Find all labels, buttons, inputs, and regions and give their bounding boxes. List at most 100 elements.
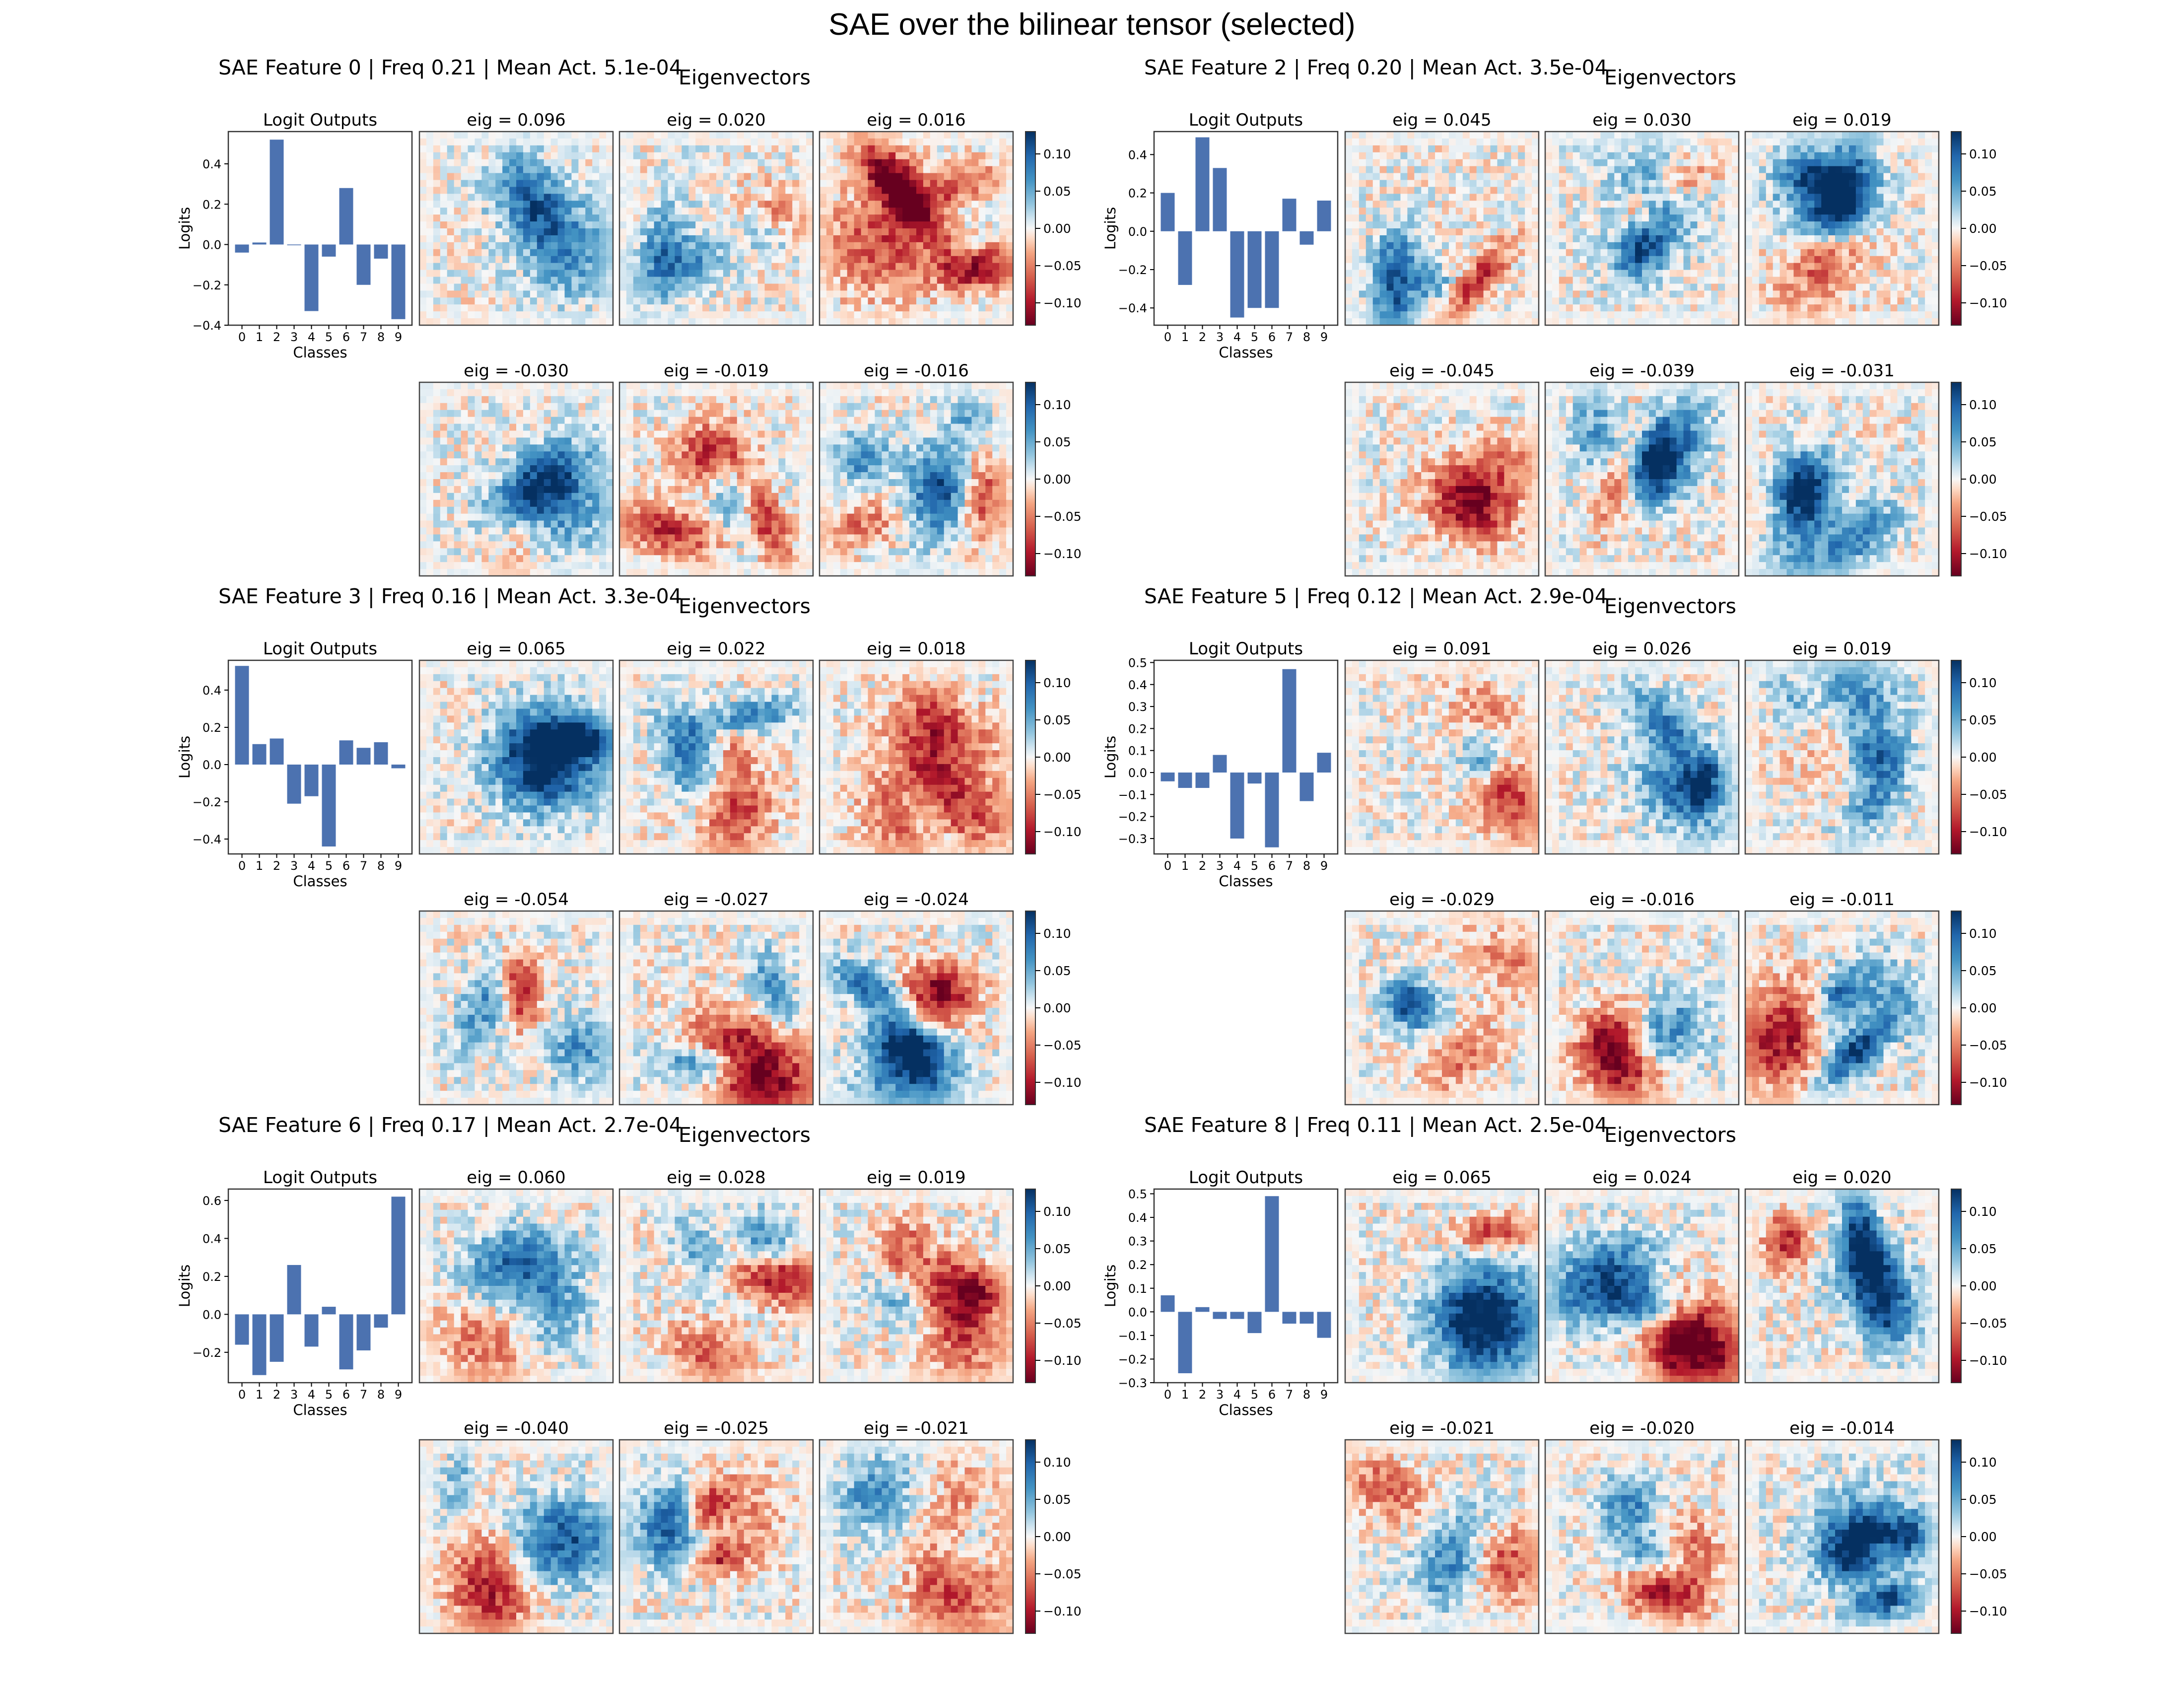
colorbar-tick-label: 0.10 xyxy=(1969,398,1997,412)
colorbar-tick-label: 0.10 xyxy=(1043,398,1071,412)
colorbar: 0.100.050.00−0.05−0.10 xyxy=(1951,911,2007,1105)
y-tick-label: 0.2 xyxy=(1128,722,1147,736)
bar-class-6 xyxy=(1265,1196,1279,1312)
y-tick-label: 0.0 xyxy=(1128,1305,1147,1319)
y-tick-label: 0.4 xyxy=(1128,148,1147,162)
bar-class-3 xyxy=(287,765,301,804)
bar-class-4 xyxy=(305,1314,319,1346)
eigenvalue-label: eig = 0.065 xyxy=(467,639,565,659)
colorbar-tick-label: −0.05 xyxy=(1043,1316,1082,1331)
bar-class-2 xyxy=(1196,773,1210,788)
colorbar-tick-label: 0.10 xyxy=(1969,926,1997,941)
x-tick-label: 4 xyxy=(1233,859,1241,873)
eigenvalue-label: eig = -0.025 xyxy=(664,1418,769,1438)
feature-header: SAE Feature 6 | Freq 0.17 | Mean Act. 2.… xyxy=(218,1113,682,1137)
colorbar-tick-label: −0.05 xyxy=(1043,1038,1082,1053)
bar-class-8 xyxy=(1300,231,1314,245)
eigenvectors-title: Eigenvectors xyxy=(1604,1123,1736,1147)
x-tick-label: 1 xyxy=(256,1388,263,1402)
eigenvalue-label: eig = 0.028 xyxy=(667,1168,765,1188)
colorbar-tick-label: −0.10 xyxy=(1043,547,1082,561)
y-tick-label: −0.2 xyxy=(193,795,221,809)
eigenvector-heatmap xyxy=(819,132,1014,326)
bar-class-8 xyxy=(1300,773,1314,801)
colorbar-tick-label: −0.05 xyxy=(1043,259,1082,273)
eigenvector-heatmap xyxy=(1345,911,1539,1105)
feature-header: SAE Feature 8 | Freq 0.11 | Mean Act. 2.… xyxy=(1144,1113,1608,1137)
colorbar-tick-label: 0.00 xyxy=(1043,750,1071,765)
feature-header: SAE Feature 5 | Freq 0.12 | Mean Act. 2.… xyxy=(1144,584,1608,608)
y-axis-label: Logits xyxy=(176,1265,193,1307)
eigenvectors-title: Eigenvectors xyxy=(679,1123,811,1147)
eigenvector-heatmap xyxy=(1545,911,1739,1105)
x-tick-label: 8 xyxy=(1303,859,1310,873)
bar-class-3 xyxy=(287,245,301,246)
y-tick-label: 0.2 xyxy=(203,198,221,211)
bar-class-4 xyxy=(305,765,319,796)
colorbar-tick-label: 0.05 xyxy=(1043,184,1071,199)
colorbar-tick-label: −0.05 xyxy=(1969,1038,2007,1053)
eigenvalue-label: eig = 0.016 xyxy=(867,110,965,130)
colorbar-tick-label: −0.10 xyxy=(1043,1075,1082,1090)
bar-class-5 xyxy=(1248,231,1262,308)
colorbar-tick-label: 0.05 xyxy=(1969,964,1997,978)
eigenvector-heatmap xyxy=(619,132,814,326)
x-tick-label: 1 xyxy=(1181,859,1189,873)
eigenvector-heatmap xyxy=(1745,132,1939,326)
x-tick-label: 2 xyxy=(1199,1388,1206,1402)
eigenvector-heatmap xyxy=(1745,660,1939,854)
logit-chart-frame xyxy=(228,132,412,325)
bar-class-4 xyxy=(1230,773,1244,839)
x-tick-label: 6 xyxy=(342,330,350,344)
bar-class-3 xyxy=(1213,1312,1227,1319)
x-tick-label: 3 xyxy=(1216,859,1224,873)
colorbar: 0.100.050.00−0.05−0.10 xyxy=(1025,382,1082,576)
x-axis-label: Classes xyxy=(293,344,347,361)
eigenvectors-title: Eigenvectors xyxy=(679,66,811,89)
x-tick-label: 2 xyxy=(273,330,280,344)
y-axis-label: Logits xyxy=(176,207,193,250)
eigenvalue-label: eig = 0.096 xyxy=(467,110,565,130)
colorbar-tick-label: 0.05 xyxy=(1969,713,1997,727)
colorbar-tick-label: 0.00 xyxy=(1969,472,1997,487)
eigenvector-heatmap xyxy=(819,1440,1014,1634)
eigenvector-heatmap xyxy=(619,911,814,1105)
x-tick-label: 3 xyxy=(1216,330,1224,344)
y-tick-label: −0.1 xyxy=(1118,788,1147,802)
x-tick-label: 7 xyxy=(1286,859,1293,873)
colorbar: 0.100.050.00−0.05−0.10 xyxy=(1025,911,1082,1105)
colorbar-tick-label: 0.10 xyxy=(1043,926,1071,941)
y-tick-label: 0.0 xyxy=(203,238,221,252)
feature-header: SAE Feature 0 | Freq 0.21 | Mean Act. 5.… xyxy=(218,56,682,79)
x-tick-label: 6 xyxy=(1268,1388,1276,1402)
eigenvalue-label: eig = 0.024 xyxy=(1592,1168,1691,1188)
x-tick-label: 4 xyxy=(308,859,315,873)
x-tick-label: 5 xyxy=(325,859,333,873)
colorbar-tick-label: 0.10 xyxy=(1043,676,1071,690)
y-tick-label: 0.4 xyxy=(203,157,221,171)
eigenvector-heatmap xyxy=(619,382,814,576)
x-tick-label: 0 xyxy=(238,330,246,344)
eigenvalue-label: eig = 0.020 xyxy=(667,110,765,130)
eigenvector-heatmap xyxy=(1745,1189,1939,1383)
colorbar-tick-label: 0.05 xyxy=(1969,435,1997,449)
y-tick-label: 0.5 xyxy=(1128,1188,1147,1201)
eigenvalue-label: eig = -0.031 xyxy=(1789,361,1895,381)
eigenvector-heatmap xyxy=(1345,1189,1539,1383)
x-tick-label: 4 xyxy=(1233,330,1241,344)
bar-class-5 xyxy=(322,245,336,257)
colorbar-tick-label: 0.00 xyxy=(1043,1279,1071,1293)
logit-chart-title: Logit Outputs xyxy=(263,1168,377,1188)
bar-class-9 xyxy=(1317,1312,1331,1338)
eigenvectors-title: Eigenvectors xyxy=(1604,594,1736,618)
bar-class-3 xyxy=(1213,168,1227,231)
eigenvalue-label: eig = 0.065 xyxy=(1392,1168,1491,1188)
colorbar: 0.100.050.00−0.05−0.10 xyxy=(1951,1189,2007,1383)
bar-class-2 xyxy=(270,140,284,244)
x-axis-label: Classes xyxy=(1219,873,1273,890)
bar-class-6 xyxy=(1265,773,1279,847)
colorbar-tick-label: −0.10 xyxy=(1969,1353,2007,1368)
y-tick-label: 0.1 xyxy=(1128,1282,1147,1296)
x-tick-label: 7 xyxy=(360,330,367,344)
x-axis-label: Classes xyxy=(1219,344,1273,361)
